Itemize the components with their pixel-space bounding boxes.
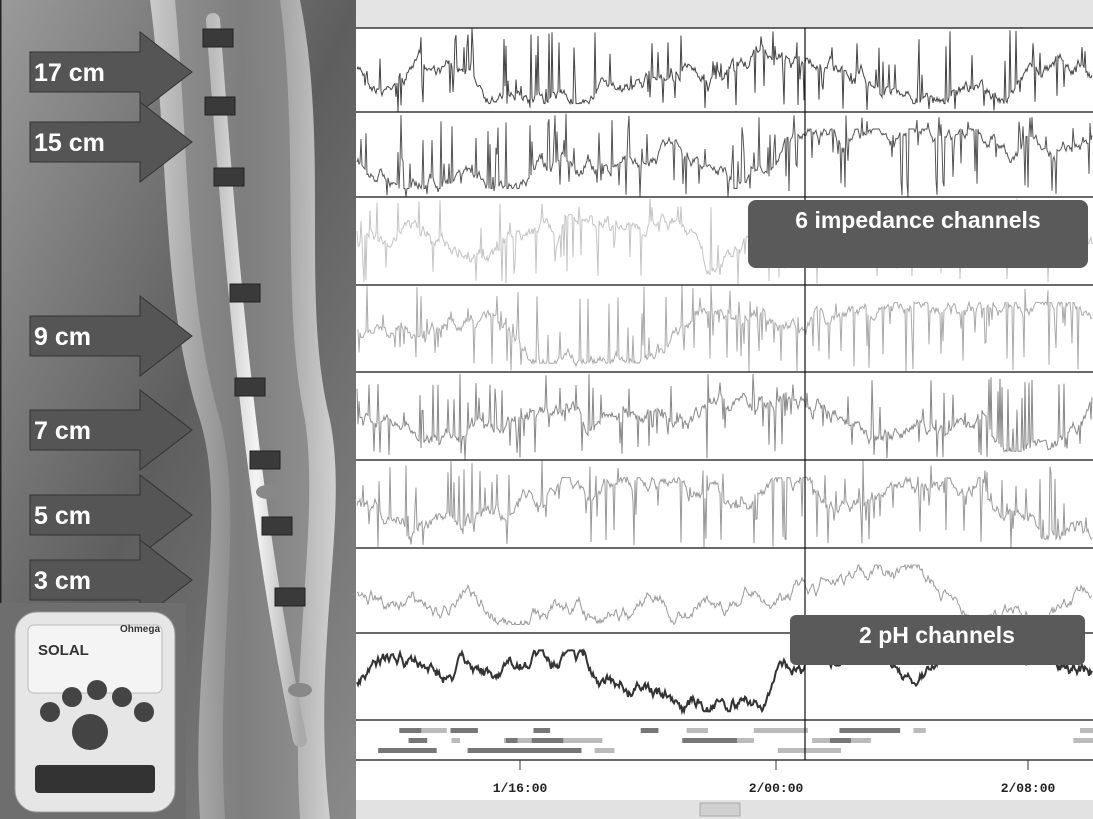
event-mark <box>421 728 447 733</box>
event-mark <box>450 728 477 733</box>
event-mark <box>754 728 808 733</box>
event-mark <box>378 748 437 753</box>
event-mark <box>595 748 615 753</box>
device-brand: Ohmega <box>120 624 160 635</box>
electrode-label: 15 cm <box>34 129 105 157</box>
recorder-device: SOLAL Ohmega <box>0 603 186 819</box>
event-mark <box>451 738 460 743</box>
event-mark <box>1080 728 1093 733</box>
device-model: SOLAL <box>38 642 89 659</box>
event-mark <box>530 748 579 753</box>
event-mark <box>532 738 564 743</box>
figure: 17 cm15 cm9 cm7 cm5 cm3 cm SOLAL Ohmega … <box>0 0 1093 819</box>
event-mark <box>409 738 428 743</box>
event-mark <box>913 728 925 733</box>
electrode-label: 17 cm <box>34 59 105 87</box>
callout: 2 pH channels <box>859 622 1015 648</box>
event-mark <box>687 728 708 733</box>
electrode-label: 3 cm <box>34 567 91 595</box>
electrode-label: 7 cm <box>34 417 91 445</box>
event-mark <box>533 728 550 733</box>
event-mark <box>737 738 754 743</box>
time-label: 2/00:00 <box>749 781 804 796</box>
trace-panel: 6 impedance channels 2 pH channels <box>356 0 1093 819</box>
electrode-label: 9 cm <box>34 323 91 351</box>
event-mark <box>468 748 533 753</box>
event-mark <box>1073 738 1093 743</box>
callout: 6 impedance channels <box>795 207 1040 233</box>
event-mark <box>830 738 851 743</box>
event-mark <box>839 728 900 733</box>
time-label: 1/16:00 <box>493 781 548 796</box>
illustration: 17 cm 15 cm 9 cm 7 cm 5 cm 3 cm SOLAL Ohmega <box>0 0 356 819</box>
event-mark <box>778 748 841 753</box>
event-mark <box>641 728 659 733</box>
time-label: 2/08:00 <box>1001 781 1056 796</box>
event-mark <box>506 738 518 743</box>
electrode-label: 5 cm <box>34 502 91 530</box>
